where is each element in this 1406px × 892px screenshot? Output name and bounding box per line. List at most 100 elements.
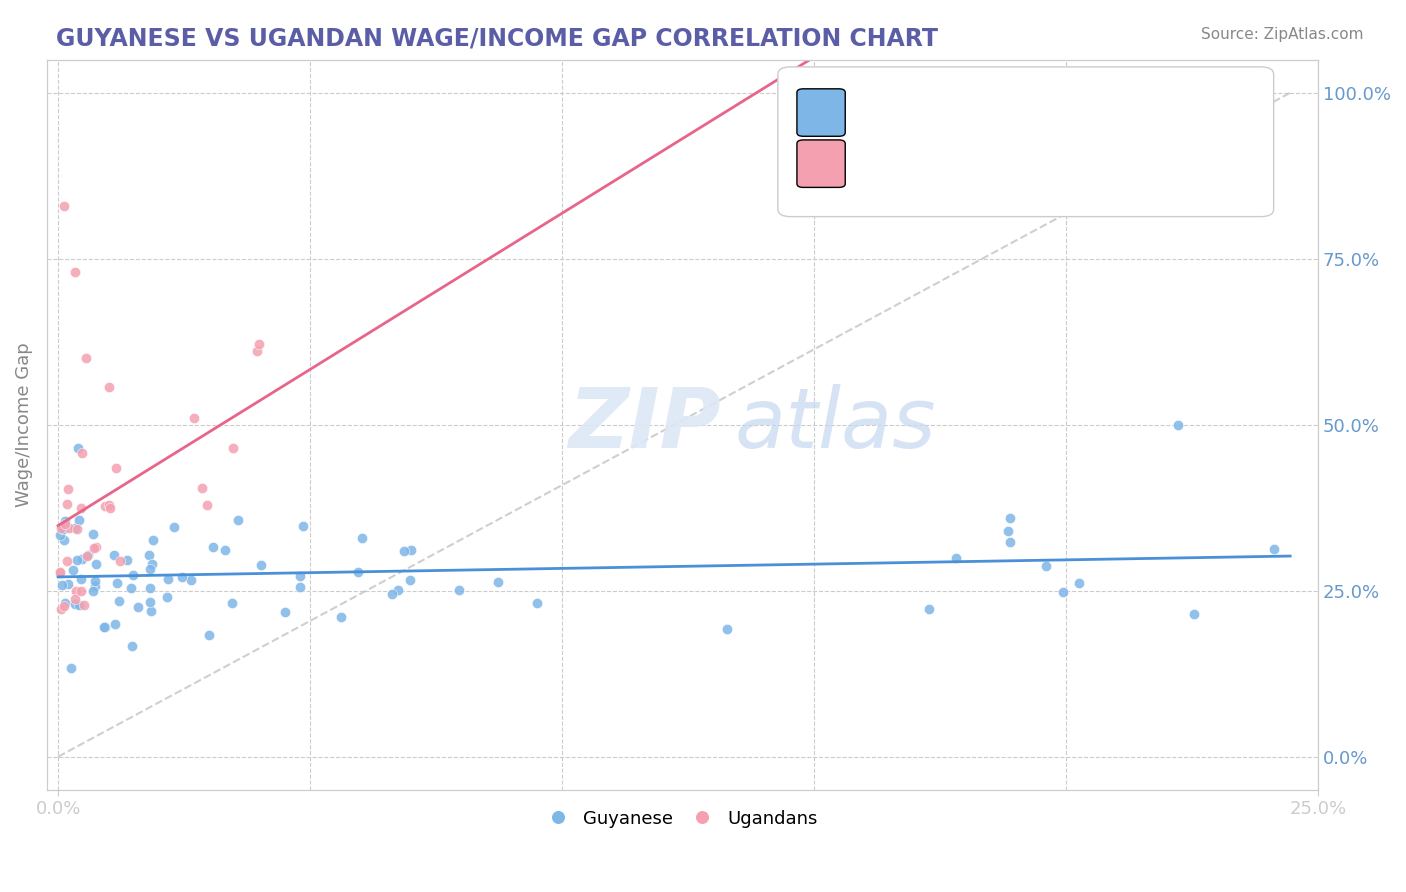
Point (1263, 542, 1285, 557)
Point (250, 558, 273, 572)
Point (53, 516, 76, 531)
Point (138, 548, 160, 562)
Point (66, 553, 89, 567)
Point (141, 557, 163, 571)
Point (526, 596, 548, 610)
Point (288, 569, 311, 583)
Point (288, 580, 311, 594)
Point (63, 597, 86, 611)
Point (53, 514, 76, 528)
Text: R =  0.302    N = 35: R = 0.302 N = 35 (856, 153, 1074, 171)
Point (83, 579, 105, 593)
Point (82, 526, 104, 541)
Point (274, 606, 297, 620)
Point (58, 521, 80, 535)
Point (998, 535, 1021, 549)
Point (63, 265, 86, 279)
Point (69, 584, 91, 599)
Point (98, 501, 121, 516)
Point (195, 498, 218, 512)
Point (53, 533, 76, 548)
Point (49, 566, 72, 580)
Point (329, 609, 352, 624)
Point (139, 595, 162, 609)
Point (56, 554, 79, 568)
Point (121, 640, 143, 654)
Point (73, 598, 96, 612)
Point (1052, 584, 1074, 599)
Point (56, 483, 79, 497)
Point (1069, 575, 1091, 590)
Point (84, 557, 107, 571)
Point (1167, 417, 1189, 432)
Point (51, 521, 73, 535)
Text: ZIP: ZIP (568, 384, 721, 466)
Point (83, 574, 105, 588)
Point (172, 569, 194, 583)
Point (49, 602, 72, 616)
Point (387, 583, 409, 598)
Text: atlas: atlas (734, 384, 936, 466)
Point (53, 596, 76, 610)
Point (918, 602, 941, 616)
Point (139, 604, 162, 618)
Point (381, 587, 404, 601)
Point (83, 541, 105, 555)
Point (98, 499, 121, 513)
Point (49, 528, 72, 542)
Point (105, 575, 128, 590)
Point (105, 461, 128, 475)
Point (60, 661, 83, 675)
Point (142, 533, 165, 547)
Point (350, 531, 373, 545)
Point (180, 574, 202, 588)
Point (291, 518, 314, 533)
Point (392, 544, 415, 558)
Point (997, 524, 1019, 538)
Point (1182, 607, 1205, 621)
Point (447, 582, 470, 597)
Point (63, 592, 86, 607)
Point (75, 351, 97, 366)
Point (214, 543, 236, 558)
Point (347, 565, 370, 579)
Point (77, 548, 100, 562)
Y-axis label: Wage/Income Gap: Wage/Income Gap (15, 343, 32, 508)
Point (108, 554, 131, 568)
FancyBboxPatch shape (797, 89, 845, 136)
Point (183, 411, 205, 425)
Point (69, 501, 91, 516)
Point (49, 566, 72, 580)
Legend: Guyanese, Ugandans: Guyanese, Ugandans (540, 802, 825, 836)
Point (65, 584, 87, 599)
Point (56, 497, 79, 511)
Point (222, 441, 245, 455)
Point (67, 598, 90, 612)
Point (63, 521, 86, 535)
Point (84, 540, 107, 554)
Point (226, 514, 249, 528)
Point (191, 481, 214, 495)
Point (72, 446, 94, 460)
Point (156, 591, 179, 605)
Point (94, 620, 117, 634)
Text: Source: ZipAtlas.com: Source: ZipAtlas.com (1201, 27, 1364, 42)
Point (52, 522, 75, 536)
Point (93, 619, 115, 633)
Point (139, 581, 162, 595)
Point (52, 199, 75, 213)
Point (120, 581, 142, 595)
Point (156, 573, 179, 587)
Point (486, 574, 509, 589)
Point (51, 578, 73, 592)
FancyBboxPatch shape (797, 140, 845, 187)
Point (67, 513, 90, 527)
Text: GUYANESE VS UGANDAN WAGE/INCOME GAP CORRELATION CHART: GUYANESE VS UGANDAN WAGE/INCOME GAP CORR… (56, 27, 938, 51)
Point (401, 543, 423, 558)
Point (202, 541, 225, 555)
Point (115, 553, 138, 567)
Point (127, 600, 149, 615)
Point (108, 594, 131, 608)
Point (103, 548, 125, 562)
Text: R = -0.106    N = 79: R = -0.106 N = 79 (856, 100, 1074, 118)
